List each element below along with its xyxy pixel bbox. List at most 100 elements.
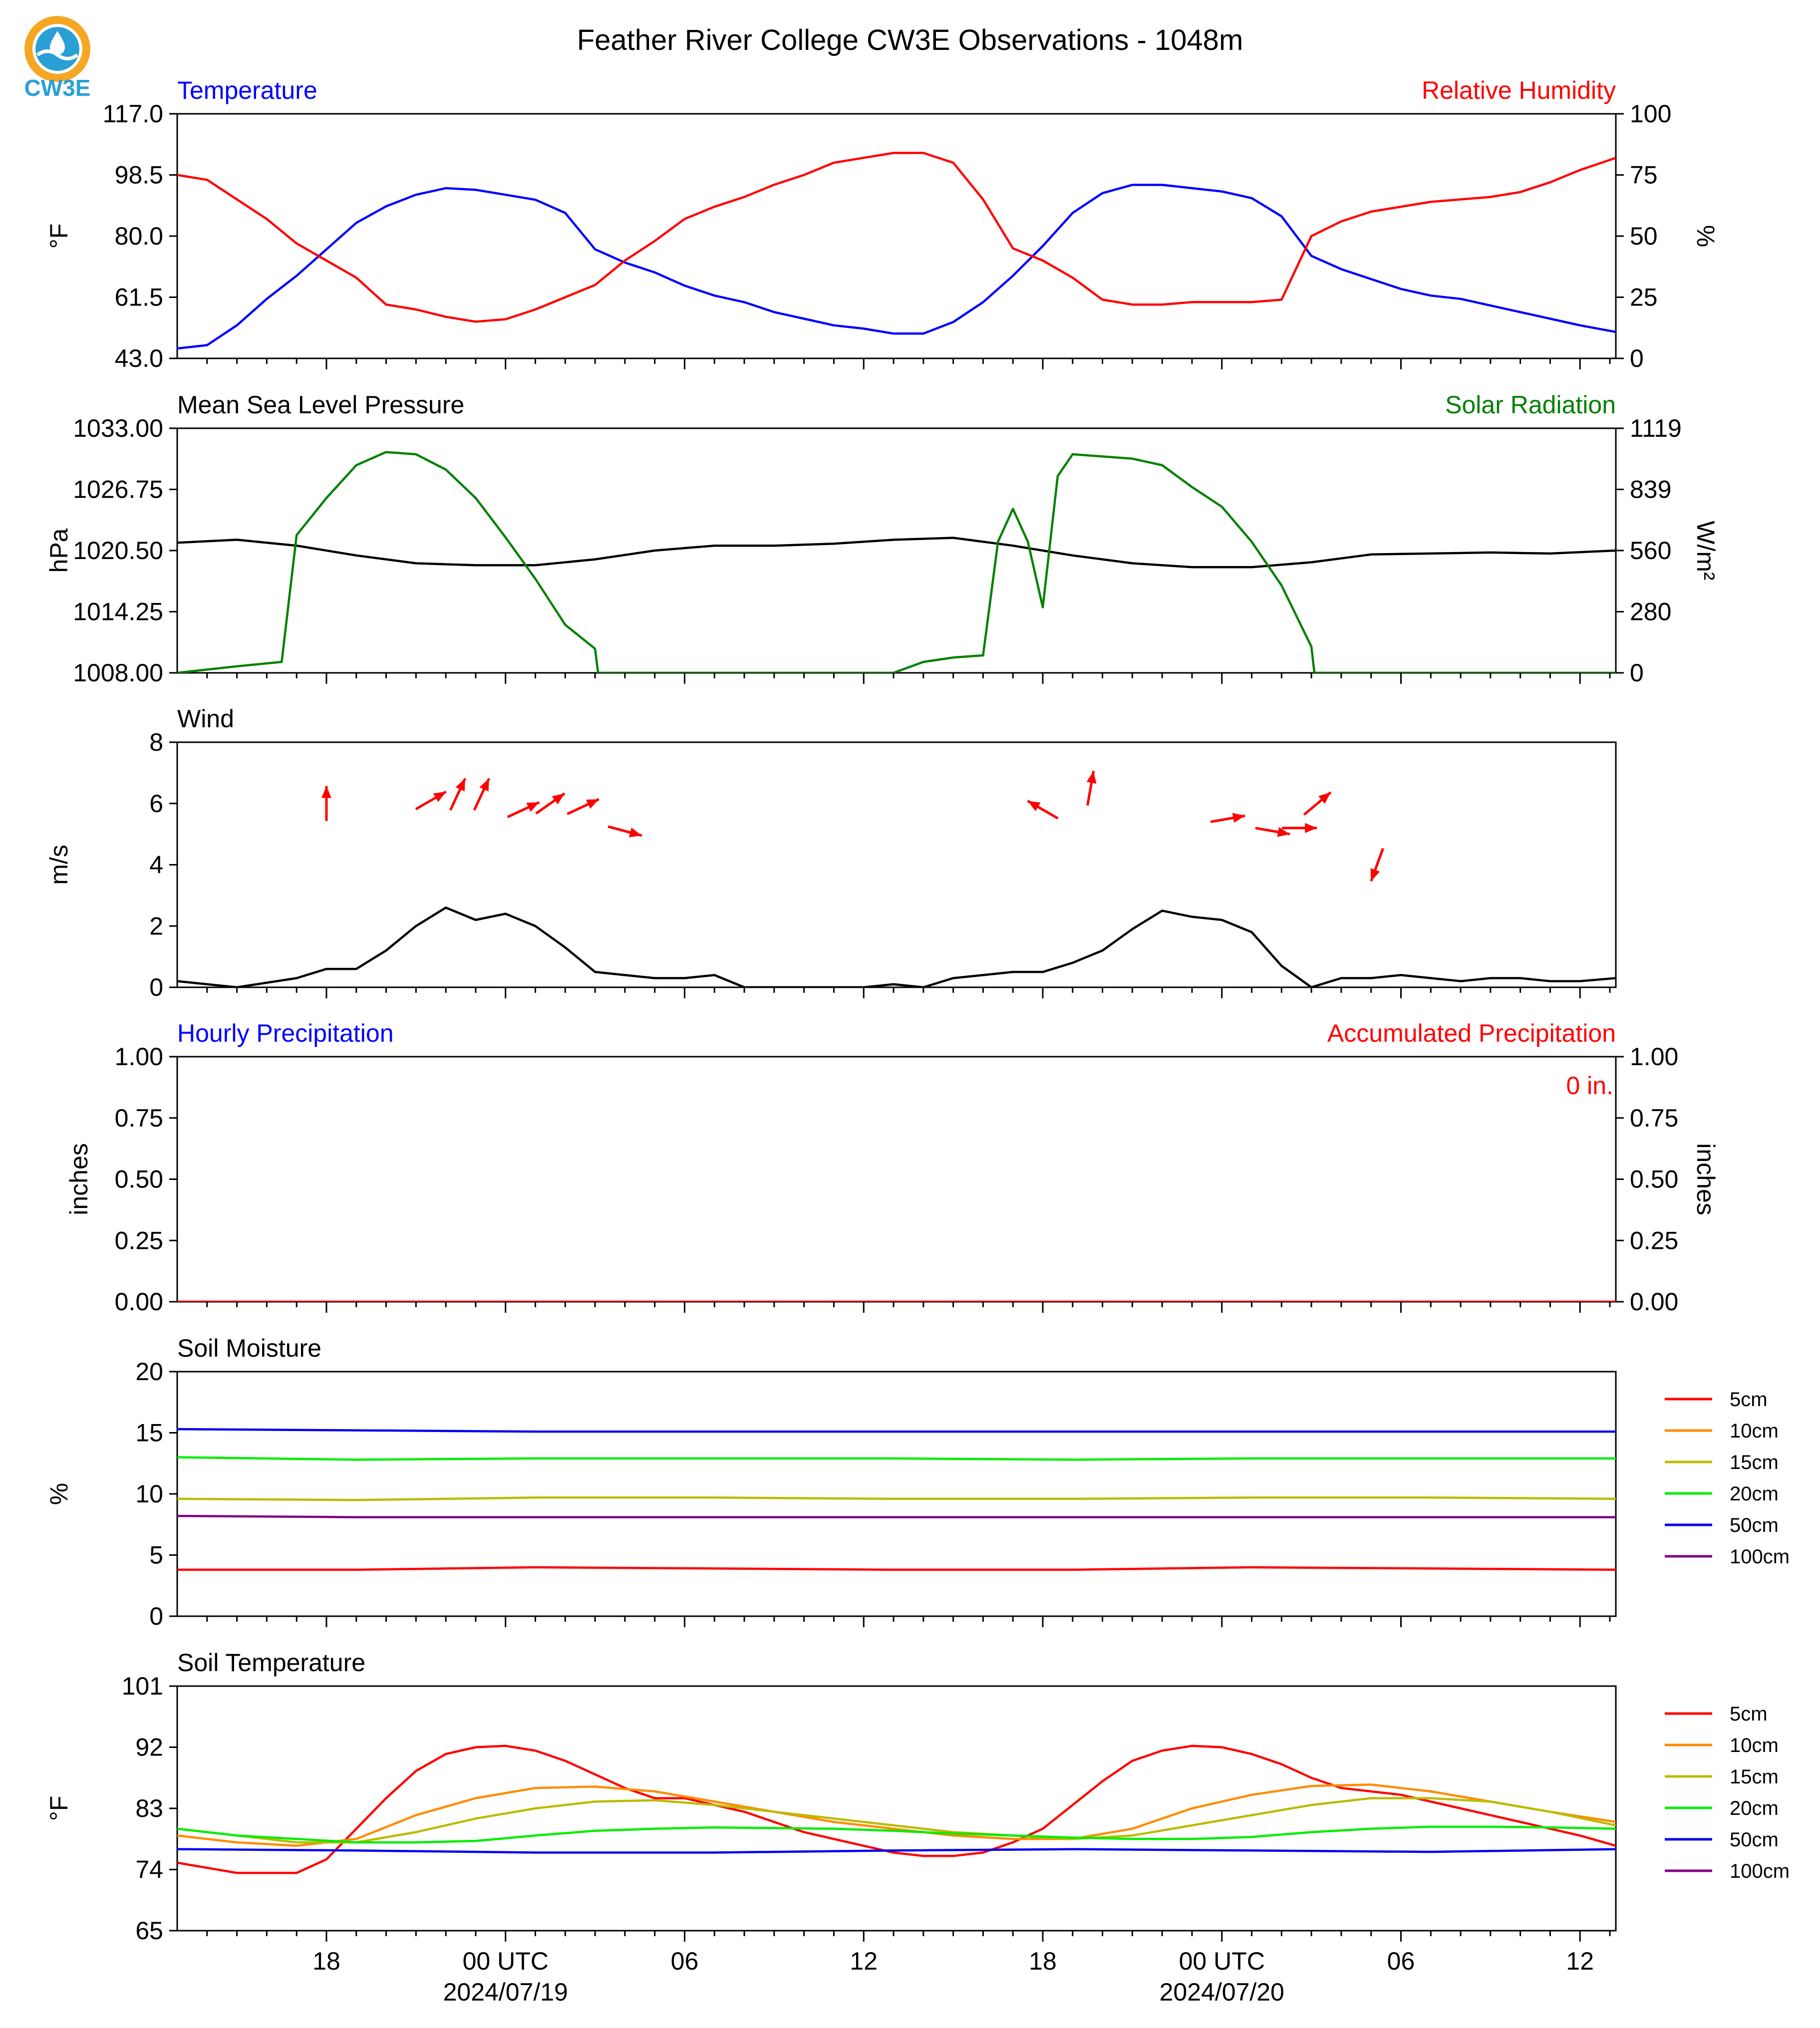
series-group: [177, 906, 1616, 987]
panel-soil_moisture: Soil Moisture 0 5 10 15 20% 5cm 10cm 15cm 20cm 50c…: [45, 1334, 1790, 1630]
series-line-temperature: [177, 184, 1616, 350]
y2-tick-label: 1119: [1630, 414, 1682, 442]
series-line-mean-sea-level-pressure: [177, 537, 1616, 569]
x-tick-label: 06: [671, 1947, 699, 1975]
legend-label: 20cm: [1730, 1483, 1779, 1505]
y-tick-label: 0.25: [115, 1226, 163, 1254]
y-tick-label: 1020.50: [73, 537, 163, 565]
wind-arrow: [1027, 800, 1059, 820]
wind-arrow: [1370, 848, 1384, 882]
legend-label: 5cm: [1730, 1389, 1768, 1411]
series-line-15cm: [177, 1496, 1616, 1501]
x-tick-label: 12: [850, 1947, 878, 1975]
legend-label: 10cm: [1730, 1735, 1779, 1756]
y-tick-label: 83: [135, 1794, 163, 1822]
plot-frame: [176, 741, 1617, 988]
y2-tick-label: 75: [1630, 161, 1658, 189]
series-line-relative-humidity: [177, 152, 1616, 323]
wind-arrow-head-icon: [526, 802, 540, 812]
wind-arrow-head-icon: [552, 793, 565, 805]
wind-arrow-head-icon: [1305, 823, 1317, 833]
cw3e-logo-ring-icon: [24, 16, 90, 82]
plot-frame: [176, 113, 1617, 359]
y2-tick-label: 0.25: [1630, 1226, 1678, 1254]
panel-pressure: Mean Sea Level Pressure Solar Radiation 10…: [45, 391, 1720, 687]
y-tick-label: 1008.00: [73, 659, 163, 687]
legend-label: 15cm: [1730, 1451, 1779, 1473]
plot-frame: [176, 1056, 1617, 1303]
x-tick-label: 06: [1387, 1947, 1415, 1975]
panels-group: Temperature Relative Humidity43.061.580.0…: [45, 76, 1790, 2006]
y-tick-label: 2: [149, 912, 163, 940]
wind-arrow: [1303, 791, 1332, 816]
cw3e-logo: CW3E: [24, 16, 91, 101]
wind-arrow-head-icon: [1027, 801, 1041, 812]
y2-tick-label: 0: [1630, 344, 1644, 372]
plot-frame: [176, 427, 1617, 674]
panel-soil_temp: Soil Temperature 65 74 83 92 101 °F 18 00 UTC 202…: [45, 1649, 1790, 2006]
legend-label: 50cm: [1730, 1514, 1779, 1536]
wind-arrow-head-icon: [321, 786, 331, 798]
x-tick-date-label: 2024/07/19: [443, 1978, 568, 2006]
series-group: [177, 1428, 1616, 1571]
series-line-100cm: [177, 1514, 1616, 1518]
y-tick-label: 4: [149, 851, 163, 879]
wind-arrow-head-icon: [628, 828, 642, 838]
y-tick-label: 101: [122, 1672, 163, 1700]
series-line-15cm: [177, 1797, 1616, 1844]
series-group: [177, 152, 1616, 350]
x-tick-label: 12: [1566, 1947, 1594, 1975]
wind-arrow: [1255, 827, 1290, 837]
wind-arrow-head-icon: [1086, 771, 1097, 784]
y-tick-label: 74: [135, 1856, 163, 1884]
panel-left-title: Soil Temperature: [177, 1649, 365, 1677]
wind-arrow: [607, 825, 642, 838]
wind-arrow-head-icon: [1277, 827, 1290, 837]
y-tick-label: 8: [149, 728, 163, 756]
y-axis-label: °F: [45, 1796, 73, 1821]
panel-left-title: Temperature: [177, 76, 317, 104]
x-tick-label: 18: [1029, 1947, 1057, 1975]
panel-left-title: Mean Sea Level Pressure: [177, 391, 464, 419]
series-line-wind-speed: [177, 906, 1616, 987]
y2-tick-label: 560: [1630, 537, 1671, 565]
legend-label: 50cm: [1730, 1829, 1779, 1851]
wind-arrow-head-icon: [586, 799, 599, 809]
y2-axis-label: inches: [1692, 1143, 1720, 1215]
series-group: [177, 1744, 1616, 1874]
y-tick-label: 98.5: [115, 161, 163, 189]
panel-left-title: Wind: [177, 705, 234, 733]
wind-arrow: [567, 798, 600, 815]
series-line-10cm: [177, 1783, 1616, 1847]
series-line-solar-radiation: [177, 451, 1616, 673]
y2-tick-label: 1.00: [1630, 1043, 1678, 1071]
y-axis-label: m/s: [45, 845, 73, 885]
series-line-50cm: [177, 1848, 1616, 1854]
wind-arrow-head-icon: [1318, 792, 1331, 804]
y2-tick-label: 100: [1630, 100, 1671, 128]
series-line-20cm: [177, 1456, 1616, 1461]
x-tick-label: 00 UTC: [1179, 1947, 1265, 1975]
wind-arrow-head-icon: [455, 778, 465, 792]
y2-tick-label: 839: [1630, 476, 1671, 504]
series-line-20cm: [177, 1825, 1616, 1844]
y-tick-label: 1.00: [115, 1043, 163, 1071]
cw3e-logo-drop-icon: [50, 31, 65, 55]
wind-arrow: [415, 790, 447, 811]
y2-tick-label: 25: [1630, 284, 1658, 311]
y-tick-label: 1026.75: [73, 476, 163, 504]
y-tick-label: 65: [135, 1917, 163, 1945]
y-tick-label: 10: [135, 1480, 163, 1508]
y-axis-label: hPa: [45, 528, 73, 573]
y-axis-label: %: [45, 1483, 73, 1505]
cw3e-logo-text: CW3E: [24, 75, 91, 101]
wind-arrow: [535, 792, 566, 815]
y-tick-label: 0.00: [115, 1288, 163, 1316]
y-tick-label: 0.50: [115, 1165, 163, 1193]
panel-wind: Wind 0 2 4 6 8 m/s: [45, 705, 1617, 1001]
y-tick-label: 0: [149, 1602, 163, 1630]
wind-arrow-head-icon: [1232, 813, 1245, 823]
series-line-5cm: [177, 1566, 1616, 1571]
legend-label: 15cm: [1730, 1766, 1779, 1788]
